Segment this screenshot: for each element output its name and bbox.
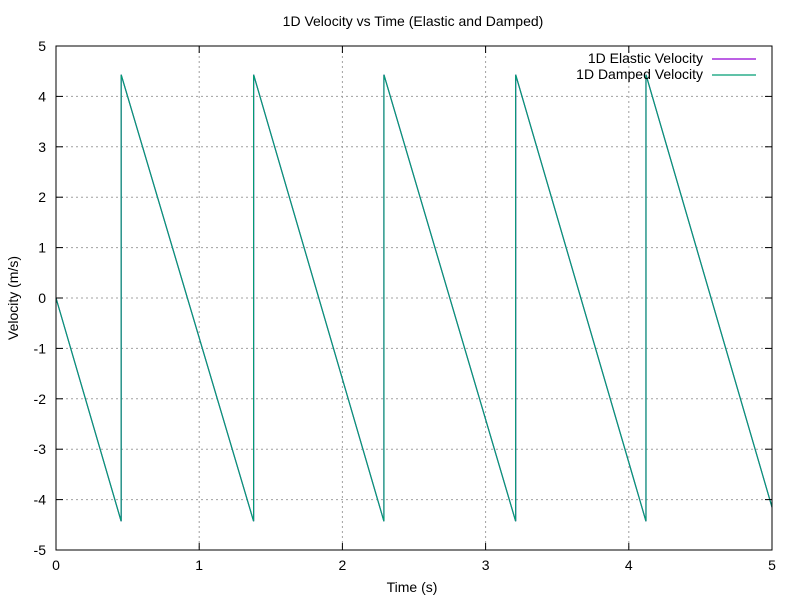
y-tick-label: 1 [38, 240, 46, 256]
y-tick-label: -4 [34, 492, 47, 508]
series-line-damped [55, 74, 773, 522]
axis-ticks: 0 1 2 3 4 5 5 4 3 2 1 0 -1 -2 -3 -4 -5 [34, 38, 777, 573]
series-lines [55, 74, 773, 522]
x-tick-label: 5 [768, 557, 776, 573]
legend-label-damped: 1D Damped Velocity [576, 66, 703, 82]
y-tick-label: 5 [38, 38, 46, 54]
x-tick-label: 1 [195, 557, 203, 573]
grid [56, 46, 772, 550]
y-tick-label: 4 [38, 88, 46, 104]
x-tick-label: 4 [625, 557, 633, 573]
y-tick-label: 3 [38, 139, 46, 155]
y-tick-label: -3 [34, 441, 47, 457]
x-axis-label: Time (s) [387, 579, 438, 595]
series-line-elastic [55, 74, 773, 522]
y-tick-label: -2 [34, 391, 47, 407]
x-tick-label: 3 [482, 557, 490, 573]
legend-label-elastic: 1D Elastic Velocity [588, 50, 703, 66]
y-tick-label: 0 [38, 290, 46, 306]
y-tick-label: -1 [34, 340, 47, 356]
y-axis-label: Velocity (m/s) [5, 256, 21, 340]
y-tick-label: -5 [34, 542, 47, 558]
x-tick-label: 0 [52, 557, 60, 573]
legend: 1D Elastic Velocity 1D Damped Velocity [576, 50, 756, 82]
plot-frame [55, 45, 773, 551]
x-tick-label: 2 [339, 557, 347, 573]
chart-title: 1D Velocity vs Time (Elastic and Damped) [283, 13, 544, 29]
y-tick-label: 2 [38, 189, 46, 205]
